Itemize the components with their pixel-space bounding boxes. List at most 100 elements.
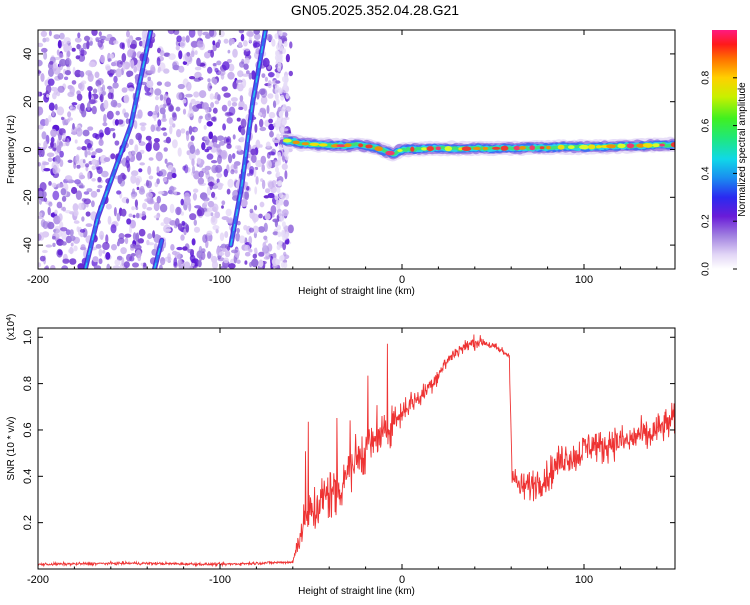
noise-speckle (233, 163, 238, 170)
noise-speckle (98, 258, 103, 265)
noise-speckle (244, 190, 250, 201)
noise-speckle (156, 57, 161, 66)
noise-speckle (240, 127, 246, 136)
noise-speckle (170, 244, 175, 251)
noise-speckle (92, 88, 98, 94)
noise-speckle (191, 238, 196, 246)
noise-speckle (86, 143, 93, 149)
noise-speckle (157, 119, 162, 127)
noise-speckle (169, 185, 175, 195)
noise-speckle (260, 88, 268, 98)
heatmap-y-tick-label: -20 (22, 189, 34, 205)
noise-speckle (211, 160, 218, 164)
noise-speckle (80, 232, 84, 238)
noise-speckle (263, 195, 270, 199)
snr-x-tick-label: 100 (575, 574, 593, 586)
noise-speckle (259, 201, 265, 208)
noise-speckle (135, 212, 140, 219)
noise-speckle (184, 164, 189, 174)
noise-haze (274, 33, 279, 40)
noise-speckle (71, 186, 78, 195)
noise-speckle (264, 213, 271, 220)
noise-speckle (180, 211, 184, 216)
noise-speckle (287, 224, 294, 234)
noise-speckle (232, 48, 238, 58)
noise-haze (276, 171, 281, 178)
noise-speckle (180, 234, 185, 241)
noise-speckle (211, 191, 216, 198)
noise-speckle (238, 41, 243, 48)
noise-speckle (272, 139, 280, 144)
noise-speckle (169, 203, 175, 214)
noise-speckle (40, 73, 45, 82)
noise-speckle (174, 190, 177, 196)
noise-speckle (87, 171, 91, 180)
noise-speckle (265, 188, 271, 194)
noise-speckle (190, 98, 196, 105)
noise-speckle (260, 95, 268, 105)
noise-speckle (255, 47, 260, 55)
noise-speckle (99, 95, 103, 101)
noise-speckle (216, 60, 222, 66)
noise-speckle (230, 169, 235, 175)
noise-speckle (253, 205, 258, 211)
noise-speckle (263, 222, 268, 232)
noise-speckle (88, 90, 92, 101)
noise-speckle (76, 146, 82, 151)
noise-speckle (194, 50, 198, 55)
noise-speckle (265, 251, 271, 260)
noise-speckle (168, 53, 176, 60)
noise-speckle (173, 257, 178, 267)
noise-speckle (126, 253, 133, 262)
noise-speckle (178, 50, 183, 60)
noise-speckle (172, 112, 178, 121)
noise-speckle (40, 219, 46, 228)
noise-speckle (121, 53, 127, 63)
noise-speckle (110, 99, 118, 108)
noise-speckle (95, 148, 103, 154)
noise-speckle (87, 86, 93, 92)
main-line-hotspot (318, 143, 328, 147)
noise-speckle (269, 130, 274, 138)
noise-speckle (238, 235, 246, 244)
noise-speckle (237, 70, 244, 78)
main-line-hotspot (546, 145, 551, 150)
noise-speckle (50, 141, 54, 148)
noise-speckle (234, 169, 238, 174)
noise-speckle (221, 247, 227, 253)
noise-speckle (85, 211, 91, 217)
noise-speckle (80, 244, 86, 250)
noise-speckle (285, 106, 292, 112)
noise-speckle (162, 177, 167, 183)
noise-speckle (248, 227, 254, 233)
noise-speckle (223, 92, 231, 98)
noise-speckle (282, 242, 287, 251)
noise-speckle (193, 219, 197, 226)
noise-speckle (204, 200, 208, 205)
noise-speckle (59, 32, 65, 40)
noise-speckle (106, 110, 114, 120)
noise-speckle (112, 265, 121, 269)
noise-speckle (253, 247, 258, 253)
main-line-hotspot (642, 143, 653, 148)
noise-speckle (83, 198, 92, 205)
noise-speckle (51, 110, 55, 117)
noise-speckle (97, 39, 103, 48)
noise-speckle (141, 211, 146, 217)
noise-speckle (217, 154, 222, 165)
noise-speckle (227, 58, 232, 64)
noise-speckle (244, 244, 251, 252)
noise-haze (279, 198, 283, 205)
noise-haze (282, 76, 286, 83)
noise-speckle (46, 93, 50, 98)
noise-speckle (131, 194, 136, 199)
noise-speckle (104, 37, 111, 42)
noise-speckle (176, 129, 182, 138)
noise-haze (274, 92, 279, 99)
noise-speckle (76, 127, 83, 137)
noise-haze (275, 199, 280, 206)
noise-speckle (221, 104, 228, 112)
noise-speckle (221, 200, 226, 206)
noise-speckle (191, 158, 195, 167)
